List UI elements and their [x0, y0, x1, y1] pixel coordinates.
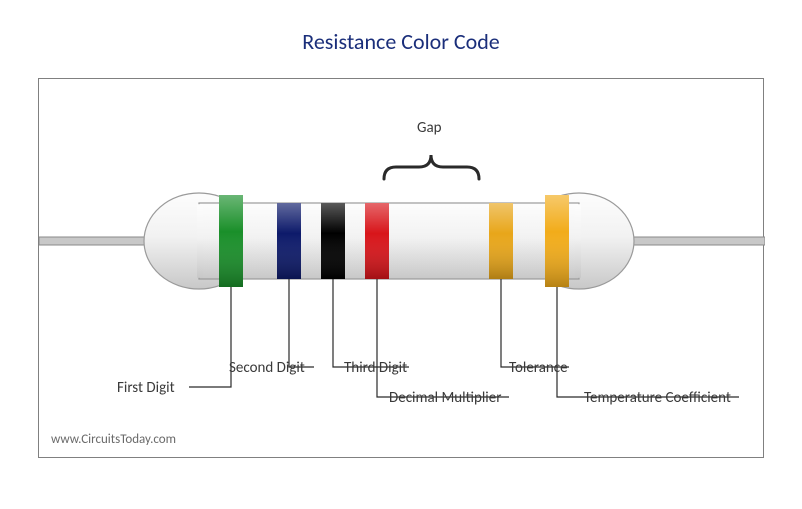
label-temp-coef: Temperature Coefficient — [584, 389, 731, 407]
lead-right — [629, 237, 765, 245]
gap-brace — [384, 155, 479, 179]
label-third-digit: Third Digit — [344, 359, 407, 377]
label-first-digit: First Digit — [117, 379, 175, 397]
lead-left — [39, 237, 149, 245]
label-tolerance: Tolerance — [509, 359, 568, 377]
label-second-digit: Second Digit — [229, 359, 305, 377]
diagram-frame: Gap First Digit Second Digit Third Digit… — [38, 78, 764, 458]
diagram-title: Resistance Color Code — [0, 0, 802, 55]
label-multiplier: Decimal Multiplier — [389, 389, 501, 407]
credit-text: www.CircuitsToday.com — [51, 432, 176, 447]
gap-label: Gap — [417, 119, 442, 137]
